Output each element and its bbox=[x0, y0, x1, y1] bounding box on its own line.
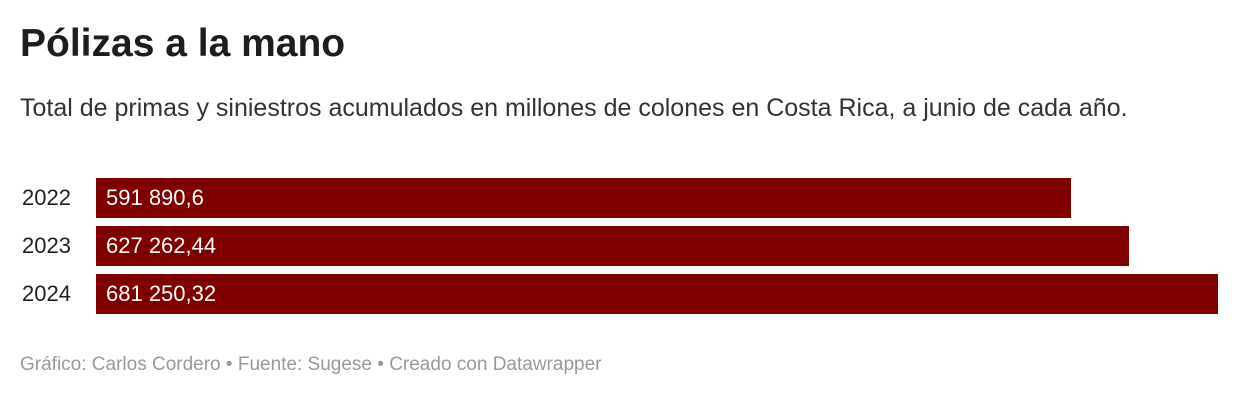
bar-row: 2022 591 890,6 bbox=[0, 178, 1240, 218]
chart-subtitle: Total de primas y siniestros acumulados … bbox=[20, 94, 1128, 122]
bar bbox=[96, 274, 1218, 314]
bar bbox=[96, 178, 1071, 218]
value-label: 591 890,6 bbox=[106, 185, 204, 210]
category-label: 2023 bbox=[22, 233, 71, 258]
value-label: 627 262,44 bbox=[106, 233, 217, 258]
value-label: 681 250,32 bbox=[106, 281, 217, 306]
bars: 2022 591 890,6 2023 627 262,44 2024 681 250,3… bbox=[0, 178, 1240, 322]
footer: Gráfico: Carlos Cordero • Fuente: Sugese… bbox=[20, 354, 602, 375]
bar-row: 2023 627 262,44 bbox=[0, 226, 1240, 266]
category-label: 2022 bbox=[22, 185, 71, 210]
category-label: 2024 bbox=[22, 281, 71, 306]
bar-row: 2024 681 250,32 bbox=[0, 274, 1240, 314]
bar bbox=[96, 226, 1130, 266]
chart-title: Pólizas a la mano bbox=[20, 22, 346, 65]
